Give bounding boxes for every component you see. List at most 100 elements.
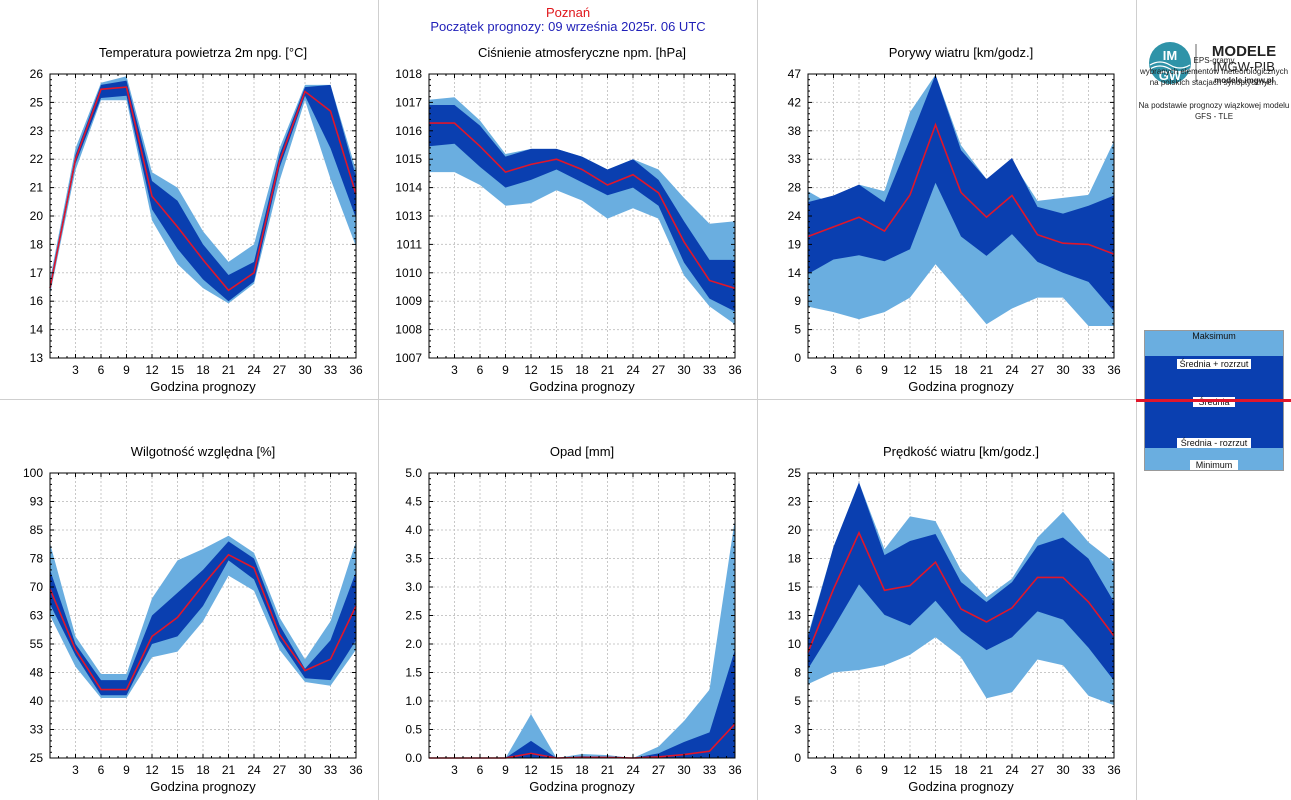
y-tick-label: 5: [794, 694, 801, 708]
x-tick-label: 6: [856, 363, 863, 377]
spread-band: [808, 482, 1114, 681]
x-tick-label: 15: [550, 363, 564, 377]
y-tick-label: 18: [30, 237, 44, 251]
legend-band-envelope-top: [1145, 331, 1283, 356]
y-tick-label: 0: [794, 751, 801, 765]
x-tick-label: 24: [1005, 363, 1019, 377]
x-tick-label: 18: [575, 363, 589, 377]
logo-line2: IMGW-PIB: [1213, 59, 1275, 74]
x-tick-label: 6: [98, 363, 105, 377]
y-tick-label: 1016: [395, 124, 422, 138]
x-tick-label: 9: [881, 763, 888, 777]
x-tick-label: 18: [954, 763, 968, 777]
x-tick-label: 12: [524, 363, 538, 377]
x-tick-label: 33: [324, 763, 338, 777]
x-tick-label: 21: [980, 363, 994, 377]
station-name: Poznań: [545, 5, 591, 20]
x-tick-label: 33: [703, 763, 717, 777]
x-tick-label: 36: [728, 763, 742, 777]
divider-vertical-1: [378, 0, 379, 800]
y-tick-label: 5: [794, 323, 801, 337]
x-tick-label: 15: [171, 763, 185, 777]
y-tick-label: 0.5: [405, 723, 422, 737]
y-tick-label: 100: [23, 466, 43, 480]
x-tick-label: 3: [72, 763, 79, 777]
x-tick-label: 24: [626, 363, 640, 377]
y-tick-label: 24: [788, 209, 802, 223]
x-tick-label: 3: [72, 363, 79, 377]
x-tick-label: 30: [677, 363, 691, 377]
legend: Maksimum Średnia + rozrzut Średnia Średn…: [1144, 330, 1284, 471]
description-line3: Na podstawie prognozy wiązkowej modelu: [1138, 101, 1290, 110]
y-tick-label: 48: [30, 666, 44, 680]
chart-title: Prędkość wiatru [km/godz.]: [883, 444, 1039, 459]
logo-mark-top: IM: [1163, 48, 1177, 63]
x-tick-label: 36: [1107, 763, 1121, 777]
divider-vertical-2: [757, 0, 758, 800]
y-tick-label: 1.5: [405, 666, 422, 680]
x-tick-label: 6: [477, 763, 484, 777]
y-tick-label: 17: [30, 266, 44, 280]
x-tick-label: 27: [273, 763, 287, 777]
legend-mean-plus-label: Średnia + rozrzut: [1177, 359, 1251, 369]
y-tick-label: 25: [30, 751, 44, 765]
forecast-start: Początek prognozy: 09 września 2025r. 06…: [430, 19, 706, 34]
x-tick-label: 33: [1082, 763, 1096, 777]
x-tick-label: 24: [626, 763, 640, 777]
spread-band: [50, 541, 356, 696]
chart-2: 1007 1008 1009 1010 1011 1013 1014 1015 1016 1017…: [395, 45, 742, 394]
legend-mean-label: Średnia: [1193, 397, 1235, 407]
logo-mark-bottom: GW: [1159, 68, 1182, 83]
y-tick-label: 1013: [395, 209, 422, 223]
x-axis-label: Godzina prognozy: [150, 379, 256, 394]
x-tick-label: 30: [298, 763, 312, 777]
x-tick-label: 24: [247, 363, 261, 377]
y-tick-label: 16: [30, 294, 44, 308]
envelope-band: [429, 97, 735, 325]
logo-line3: modele.imgw.pl: [1214, 76, 1274, 85]
y-tick-label: 1009: [395, 294, 422, 308]
y-tick-label: 3.5: [405, 552, 422, 566]
y-tick-label: 8: [794, 666, 801, 680]
x-tick-label: 27: [1031, 363, 1045, 377]
x-tick-label: 12: [903, 363, 917, 377]
y-tick-label: 23: [30, 124, 44, 138]
x-tick-label: 21: [601, 363, 615, 377]
x-tick-label: 3: [830, 363, 837, 377]
mean-line: [807, 122, 1115, 255]
x-tick-label: 12: [524, 763, 538, 777]
x-tick-label: 15: [171, 363, 185, 377]
y-tick-label: 20: [788, 523, 802, 537]
y-tick-label: 4.0: [405, 523, 422, 537]
x-tick-label: 15: [929, 763, 943, 777]
y-tick-label: 25: [30, 95, 44, 109]
x-tick-label: 30: [1056, 763, 1070, 777]
x-tick-label: 9: [881, 363, 888, 377]
x-tick-label: 30: [1056, 363, 1070, 377]
x-tick-label: 36: [349, 763, 363, 777]
y-tick-label: 1010: [395, 266, 422, 280]
y-tick-label: 1011: [396, 237, 422, 251]
x-tick-label: 36: [1107, 363, 1121, 377]
logo-line1: MODELE: [1212, 43, 1276, 60]
x-tick-label: 21: [601, 763, 615, 777]
description-line4: GFS - TLE: [1194, 112, 1234, 121]
x-tick-label: 33: [703, 363, 717, 377]
y-tick-label: 14: [30, 323, 44, 337]
x-tick-label: 24: [1005, 763, 1019, 777]
y-tick-label: 28: [788, 181, 802, 195]
y-tick-label: 63: [30, 609, 44, 623]
chart-title: Temperatura powietrza 2m npg. [°C]: [99, 45, 307, 60]
y-tick-label: 1014: [395, 181, 422, 195]
y-tick-label: 22: [30, 152, 44, 166]
x-tick-label: 18: [196, 763, 210, 777]
y-tick-label: 18: [788, 552, 802, 566]
chart-title: Porywy wiatru [km/godz.]: [889, 45, 1034, 60]
x-tick-label: 3: [451, 363, 458, 377]
y-tick-label: 47: [788, 67, 802, 81]
forecast-header: Poznań Początek prognozy: 09 września 20…: [380, 6, 756, 34]
x-tick-label: 33: [1082, 363, 1096, 377]
